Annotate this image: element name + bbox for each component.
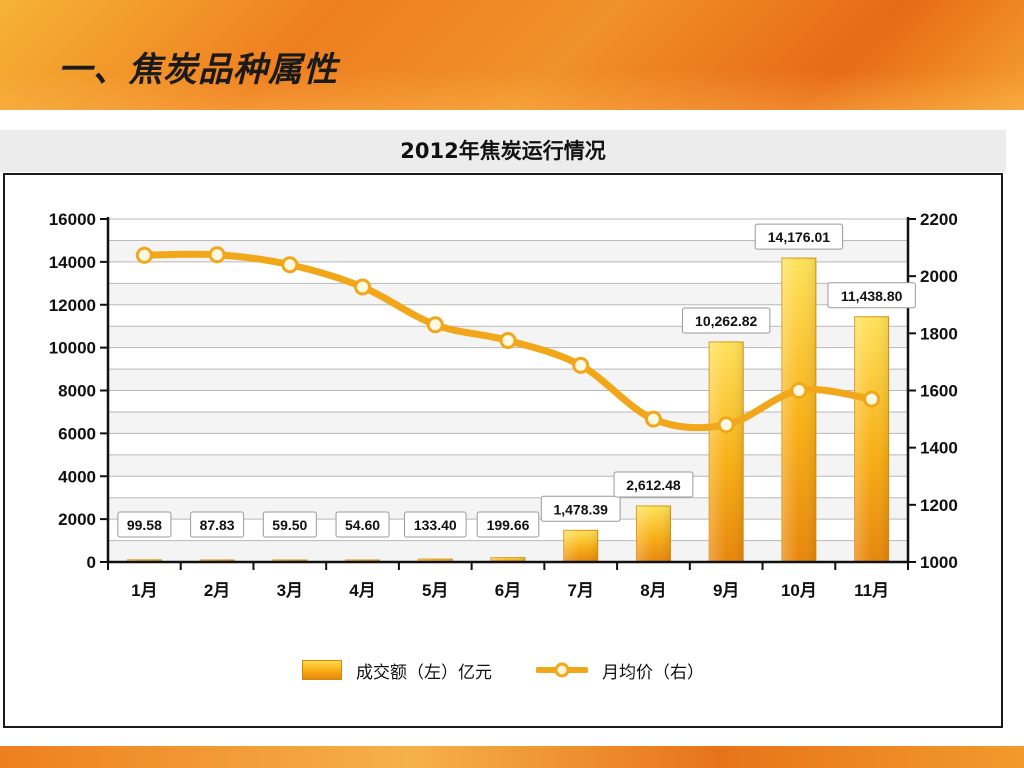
x-tick-label: 5月 xyxy=(422,581,448,600)
data-label: 59.50 xyxy=(272,517,307,533)
data-label: 11,438.80 xyxy=(841,288,903,304)
price-point xyxy=(354,278,372,296)
right-tick-label: 1800 xyxy=(920,324,958,343)
x-tick-label: 3月 xyxy=(277,581,303,600)
left-tick-label: 16000 xyxy=(49,210,96,229)
left-tick-label: 8000 xyxy=(58,382,96,401)
grid-band xyxy=(108,476,908,498)
bar-shade xyxy=(781,258,816,562)
price-point xyxy=(572,356,590,374)
data-labels: 99.58 87.83 59.50 54.60 133.40 199.66 1,478.39… xyxy=(117,223,916,538)
data-label: 87.83 xyxy=(200,517,235,533)
data-label: 133.40 xyxy=(414,517,457,533)
data-label: 10,262.82 xyxy=(695,313,757,329)
x-tick-label: 6月 xyxy=(495,581,521,600)
x-tick-label: 11月 xyxy=(854,581,889,600)
right-tick-label: 2000 xyxy=(920,267,958,286)
grid-band xyxy=(108,283,908,305)
right-tick-label: 2200 xyxy=(920,210,958,229)
left-tick-label: 4000 xyxy=(58,467,96,486)
price-point xyxy=(208,246,226,264)
bar-shade xyxy=(636,505,671,562)
price-point xyxy=(281,256,299,274)
line-series xyxy=(135,246,881,434)
footer-band xyxy=(0,746,1024,768)
legend-item-line: 月均价（右） xyxy=(536,655,704,685)
header-band xyxy=(0,0,1024,110)
left-tick-label: 2000 xyxy=(58,510,96,529)
bar-shade xyxy=(709,341,744,562)
x-tick-label: 2月 xyxy=(204,581,230,600)
right-tick-label: 1400 xyxy=(920,439,958,458)
legend-item-bar: 成交额（左）亿元 xyxy=(302,655,492,685)
bar-shade xyxy=(491,557,525,562)
left-tick-label: 0 xyxy=(87,553,96,572)
data-label-box xyxy=(681,307,771,334)
right-tick-label: 1000 xyxy=(920,553,958,572)
price-point xyxy=(499,331,517,349)
price-point xyxy=(644,410,662,428)
right-tick-label: 1600 xyxy=(920,382,958,401)
data-label-box xyxy=(827,282,916,309)
data-label: 54.60 xyxy=(345,517,380,533)
left-tick-label: 6000 xyxy=(58,424,96,443)
axes: 0 2000 4000 6000 8000 10000 12000 14000 16000 100… xyxy=(49,210,958,600)
data-label: 99.58 xyxy=(127,517,162,533)
price-point xyxy=(863,390,881,408)
left-tick-label: 10000 xyxy=(49,339,96,358)
grid-band xyxy=(108,454,908,477)
price-point xyxy=(790,382,808,399)
grid-band xyxy=(108,540,908,562)
data-label-box xyxy=(117,511,172,538)
grid-band xyxy=(108,433,908,455)
data-label: 1,478.39 xyxy=(553,501,608,517)
bar-series xyxy=(126,257,890,563)
data-label: 14,176.01 xyxy=(768,229,830,245)
grid-band xyxy=(108,240,908,262)
price-point xyxy=(426,316,444,334)
legend-line-swatch xyxy=(536,662,588,678)
data-label-box xyxy=(262,511,317,538)
grid-band xyxy=(108,347,908,370)
chart-title-bar: 2012年焦炭运行情况 xyxy=(0,130,1006,172)
legend-bar-swatch xyxy=(302,660,342,680)
legend-line-label: 月均价（右） xyxy=(602,662,704,683)
bar-shade xyxy=(854,316,889,562)
x-tick-label: 7月 xyxy=(567,581,593,600)
data-label-box xyxy=(754,223,844,250)
data-label: 199.66 xyxy=(487,517,530,533)
slide-title: 一、焦炭品种属性 xyxy=(58,50,338,90)
grid-band xyxy=(108,390,908,412)
bar-shade xyxy=(563,530,598,562)
bar-shade xyxy=(418,559,453,562)
x-tick-label: 1月 xyxy=(131,581,157,600)
right-tick-label: 1200 xyxy=(920,496,958,515)
grid-band xyxy=(108,369,908,391)
legend-bar-label: 成交额（左）亿元 xyxy=(356,662,492,683)
price-point xyxy=(717,416,735,434)
price-point xyxy=(135,246,153,264)
x-tick-label: 9月 xyxy=(713,581,739,600)
data-label-box xyxy=(613,471,694,498)
grid-band xyxy=(108,219,908,241)
data-label-box xyxy=(403,511,467,538)
data-label-box xyxy=(335,511,390,538)
x-tick-label: 8月 xyxy=(640,581,666,600)
chart-title: 2012年焦炭运行情况 xyxy=(400,139,606,163)
x-tick-label: 10月 xyxy=(781,581,817,600)
data-label-box xyxy=(540,495,621,522)
x-tick-label: 4月 xyxy=(349,581,375,600)
data-label: 2,612.48 xyxy=(626,477,681,493)
left-tick-label: 12000 xyxy=(49,296,96,315)
data-label-box xyxy=(476,511,540,538)
gridlines xyxy=(108,218,908,562)
data-label-box xyxy=(190,511,245,538)
left-tick-label: 14000 xyxy=(49,253,96,272)
legend: 成交额（左）亿元 月均价（右） xyxy=(0,655,1024,685)
